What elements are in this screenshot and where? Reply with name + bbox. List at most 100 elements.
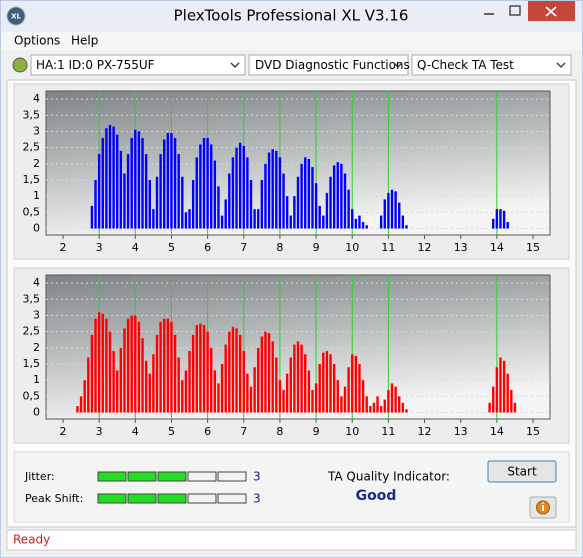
bar (134, 315, 137, 413)
bar (318, 205, 321, 229)
bar (217, 383, 220, 413)
bar (173, 137, 177, 229)
bar (119, 347, 123, 413)
bar (188, 209, 191, 229)
bar (372, 402, 376, 413)
x-tick-label: 9 (313, 425, 320, 438)
bar (358, 215, 361, 229)
meter-segment (127, 493, 157, 504)
bar (351, 354, 354, 413)
bar (405, 409, 408, 413)
bar (173, 334, 177, 413)
bar (358, 363, 361, 413)
x-tick-label: 3 (96, 425, 103, 438)
bar (347, 189, 350, 229)
bar (90, 334, 94, 413)
menu-item[interactable]: Options (14, 34, 60, 48)
bar (191, 179, 195, 229)
bar (394, 386, 397, 413)
bar (94, 179, 97, 229)
bar (271, 149, 274, 229)
y-tick-label: 1,5 (23, 357, 41, 370)
bar (390, 383, 394, 413)
bar (191, 334, 195, 413)
bar (181, 176, 184, 229)
y-tick-label: 0 (33, 406, 40, 419)
bar (163, 318, 166, 413)
bar (354, 355, 358, 413)
maximize-glyph (509, 5, 521, 16)
maximize-button[interactable] (502, 1, 528, 21)
bar (390, 189, 394, 229)
bar (112, 351, 115, 413)
bar (83, 380, 86, 413)
bar (398, 202, 401, 229)
bar (155, 176, 159, 229)
bar (137, 321, 141, 413)
bar (383, 199, 386, 229)
bar (126, 154, 130, 229)
bar (224, 344, 227, 413)
y-tick-label: 4 (33, 92, 40, 105)
bar (123, 173, 126, 229)
bar (307, 370, 311, 413)
bar (228, 331, 231, 413)
x-tick-label: 15 (526, 241, 540, 254)
bar (79, 396, 83, 413)
drive-dropdown[interactable] (30, 54, 246, 76)
bar (97, 154, 101, 229)
bar (325, 351, 329, 413)
start-button[interactable] (487, 460, 557, 483)
bar (336, 380, 339, 413)
x-tick-label: 9 (313, 241, 320, 254)
x-tick-label: 10 (345, 241, 359, 254)
bar (238, 334, 242, 413)
bar (246, 157, 249, 229)
bar (354, 218, 358, 229)
bar (502, 210, 506, 229)
x-tick-label: 13 (454, 425, 468, 438)
bar (506, 373, 509, 413)
bar (253, 209, 256, 229)
bar (152, 209, 155, 229)
x-tick-label: 4 (132, 241, 139, 254)
bar (271, 341, 274, 413)
bar (257, 209, 260, 229)
y-tick-label: 1 (33, 373, 40, 386)
bar (322, 215, 325, 229)
x-tick-label: 7 (240, 241, 247, 254)
test-dropdown[interactable] (411, 54, 572, 76)
bar (365, 225, 368, 229)
x-tick-label: 2 (59, 241, 66, 254)
bar (289, 357, 292, 413)
bar (123, 328, 126, 413)
y-tick-label: 2,5 (23, 325, 41, 338)
x-tick-label: 15 (526, 425, 540, 438)
bar (134, 129, 137, 229)
bar (105, 128, 108, 229)
bar (275, 150, 278, 229)
meter-segment (187, 493, 217, 504)
bar (510, 389, 513, 413)
minimize-button[interactable] (476, 1, 502, 21)
bar (293, 196, 296, 229)
bar (228, 173, 231, 229)
bar (184, 212, 188, 229)
bar (278, 157, 282, 229)
meter-segment (217, 471, 247, 482)
app-icon-text: XL (11, 13, 21, 21)
bar (108, 331, 112, 413)
bar (101, 313, 104, 413)
bar (361, 380, 365, 413)
bar (492, 386, 495, 413)
results-panel (13, 451, 570, 523)
bar (126, 318, 130, 413)
menu-item[interactable]: Help (71, 34, 98, 48)
x-tick-label: 11 (381, 241, 395, 254)
bar (119, 150, 123, 229)
bar (499, 209, 502, 229)
x-tick-label: 7 (240, 425, 247, 438)
bar (166, 133, 170, 229)
function-dropdown[interactable] (248, 54, 409, 76)
